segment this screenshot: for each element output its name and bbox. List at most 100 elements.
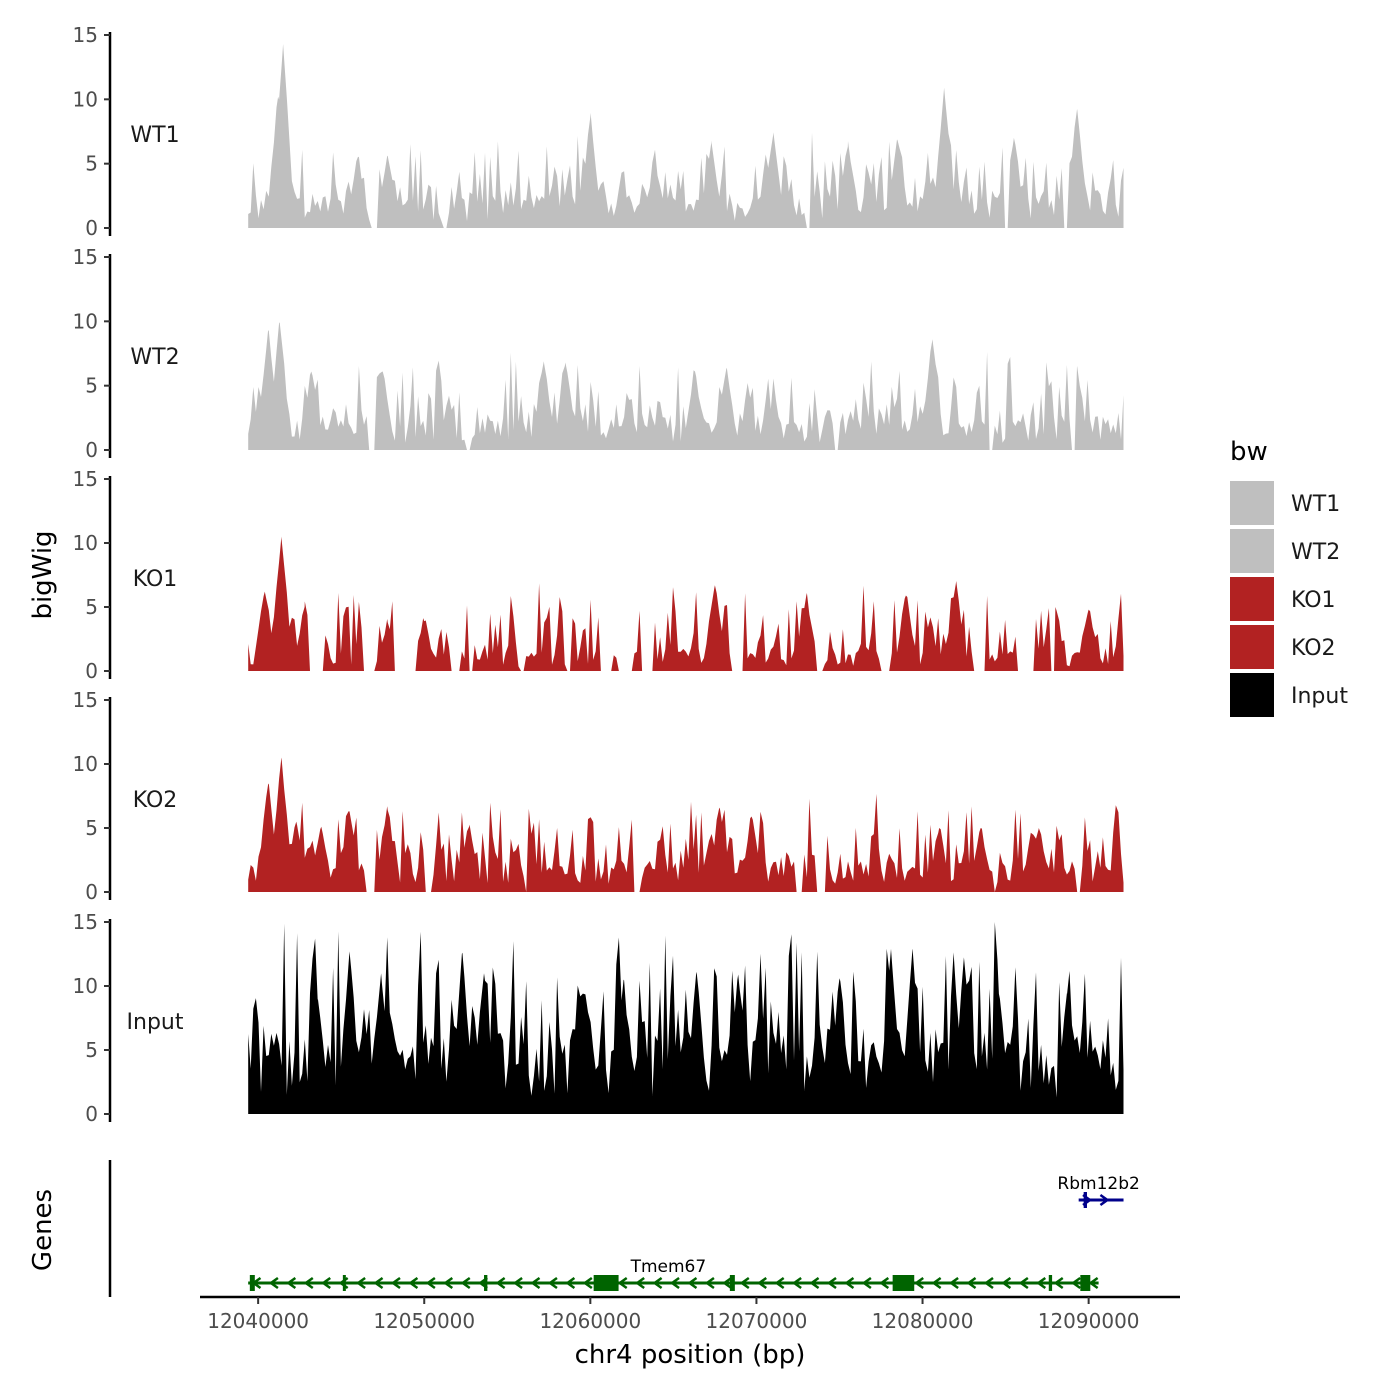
y-tick-label: 10	[73, 974, 98, 998]
strand-arrow	[844, 1276, 855, 1290]
strand-arrow	[460, 1276, 471, 1290]
legend-label: Input	[1291, 684, 1348, 709]
exon	[249, 1275, 255, 1291]
strand-arrow	[966, 1276, 977, 1290]
strand-arrow	[286, 1276, 297, 1290]
exon	[593, 1275, 619, 1291]
track-wt1: 0 5 10 15 WT1	[73, 23, 1124, 240]
legend-key-wt1	[1230, 481, 1274, 525]
y-tick-label: 15	[73, 688, 98, 712]
strand-arrow	[1071, 1276, 1081, 1290]
strand-arrow	[582, 1276, 593, 1290]
exon	[484, 1275, 488, 1291]
strand-arrow	[1099, 1193, 1110, 1207]
legend-label: KO1	[1291, 588, 1336, 613]
track-label: WT1	[130, 123, 179, 148]
exon	[1080, 1275, 1091, 1291]
track-input: 0 5 10 15 Input	[73, 910, 1124, 1126]
strand-arrow	[757, 1276, 767, 1290]
strand-arrow	[1053, 1276, 1064, 1290]
strand-arrow	[774, 1276, 785, 1290]
y-tick-label: 15	[73, 245, 98, 269]
strand-arrow	[983, 1276, 994, 1290]
strand-arrow	[425, 1276, 436, 1290]
exon	[1048, 1275, 1053, 1291]
y-tick-label: 15	[73, 23, 98, 47]
x-axis-title: chr4 position (bp)	[575, 1340, 806, 1370]
strand-arrow	[704, 1276, 715, 1290]
strand-arrow	[495, 1276, 506, 1290]
coverage-area-wt1	[248, 44, 1124, 228]
strand-arrow	[512, 1276, 523, 1290]
genes-axis-title: Genes	[28, 1189, 58, 1271]
track-label: WT2	[130, 345, 179, 370]
track-wt2: 0 5 10 15 WT2	[73, 245, 1124, 462]
track-label: KO2	[133, 788, 178, 813]
coverage-area-wt2	[248, 322, 1124, 450]
y-tick-label: 5	[85, 374, 98, 398]
strand-arrow	[1036, 1276, 1047, 1290]
strand-arrow	[617, 1276, 628, 1290]
y-tick-label: 5	[85, 816, 98, 840]
y-tick-label: 0	[85, 1102, 98, 1126]
y-tick-label: 0	[85, 216, 98, 240]
strand-arrow	[687, 1276, 698, 1290]
y-tick-label: 0	[85, 880, 98, 904]
y-tick-label: 0	[85, 438, 98, 462]
x-tick-label: 12060000	[539, 1309, 641, 1333]
legend-key-ko1	[1230, 577, 1274, 621]
y-tick-label: 15	[73, 467, 98, 491]
gene-label: Rbm12b2	[1057, 1174, 1139, 1194]
legend-label: WT2	[1291, 540, 1340, 565]
strand-arrow	[530, 1276, 541, 1290]
exon	[892, 1275, 915, 1291]
strand-arrow	[373, 1276, 384, 1290]
strand-arrow	[355, 1276, 366, 1290]
genes-panel: Tmem67 Rbm12b2	[108, 1160, 1140, 1297]
strand-arrow	[1018, 1276, 1029, 1290]
strand-arrow	[722, 1276, 733, 1290]
legend-label: WT1	[1291, 492, 1340, 517]
gene-rbm12b2: Rbm12b2	[1057, 1174, 1140, 1208]
strand-arrow	[1088, 1276, 1099, 1290]
y-tick-label: 5	[85, 595, 98, 619]
coverage-area-ko1	[248, 536, 1124, 671]
y-tick-label: 5	[85, 1038, 98, 1062]
strand-arrow	[547, 1276, 558, 1290]
track-ko1: 0 5 10 15 KO1	[73, 467, 1124, 683]
x-tick-label: 12040000	[207, 1309, 309, 1333]
y-tick-label: 10	[73, 309, 98, 333]
track-label: KO1	[133, 567, 178, 592]
track-ko2: 0 5 10 15 KO2	[73, 688, 1124, 904]
x-tick-label: 12050000	[373, 1309, 475, 1333]
strand-arrow	[565, 1276, 576, 1290]
legend-key-ko2	[1230, 625, 1274, 669]
strand-arrow	[879, 1276, 890, 1290]
y-tick-label: 10	[73, 752, 98, 776]
y-tick-label: 5	[85, 152, 98, 176]
strand-arrow	[390, 1276, 401, 1290]
x-tick-label: 12090000	[1038, 1309, 1140, 1333]
y-axis-title: bigWig	[28, 530, 58, 619]
strand-arrow	[652, 1276, 663, 1290]
strand-arrow	[669, 1276, 680, 1290]
gene-label: Tmem67	[630, 1257, 707, 1277]
x-tick-label: 12080000	[872, 1309, 974, 1333]
x-axis: 12040000 12050000 12060000 12070000 12080000…	[200, 1295, 1180, 1333]
y-tick-label: 10	[73, 87, 98, 111]
strand-arrow	[826, 1276, 837, 1290]
legend-key-wt2	[1230, 529, 1274, 573]
legend-title: bw	[1230, 437, 1268, 467]
strand-arrow	[791, 1276, 802, 1290]
strand-arrow	[948, 1276, 959, 1290]
strand-arrow	[303, 1276, 314, 1290]
signal-tracks: 0 5 10 15 WT1 0 5 10 15 WT2 0 5 10 15 KO1 0 5 10 15 KO2 0 5 10…	[73, 23, 1124, 1126]
x-tick-label: 12070000	[706, 1309, 808, 1333]
strand-arrow	[635, 1276, 645, 1290]
strand-arrow	[739, 1276, 750, 1290]
exon	[1083, 1192, 1087, 1208]
legend-key-input	[1230, 673, 1274, 717]
strand-arrow	[914, 1276, 924, 1290]
coverage-area-input	[248, 922, 1124, 1114]
